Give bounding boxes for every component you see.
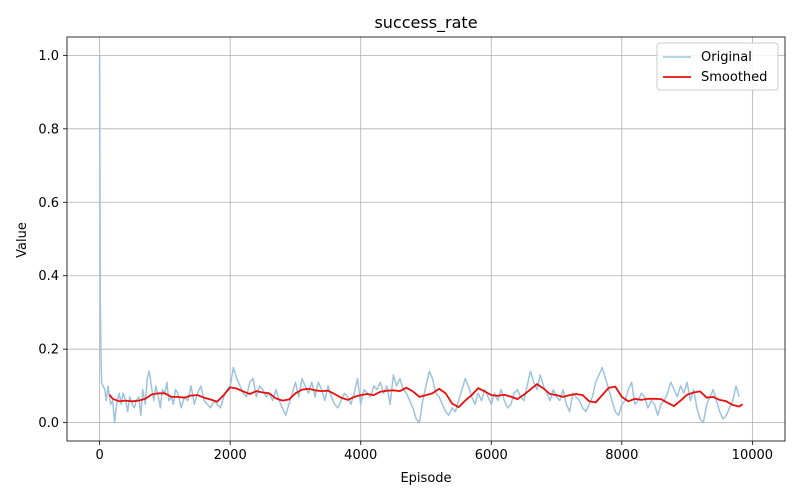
y-tick-label: 0.4 [38,269,59,284]
grid [67,37,785,441]
x-tick-label: 10000 [732,448,773,463]
y-tick-label: 0.6 [38,196,59,211]
y-tick-label: 0.0 [38,416,59,431]
y-tick-label: 1.0 [38,49,59,64]
legend-smoothed-label: Smoothed [701,70,767,85]
y-axis-title: Value [15,222,30,258]
legend-original-label: Original [701,50,752,65]
x-tick-label: 8000 [605,448,638,463]
x-tick-label: 2000 [214,448,247,463]
x-tick-label: 0 [95,448,103,463]
x-tick-label: 4000 [344,448,377,463]
legend-box [656,42,779,91]
series-layer [98,55,744,424]
chart-title: success_rate [374,13,477,33]
tick-layer: 0 2000 4000 6000 8000 10000 0.0 0.2 0.4 0.6 0.8 1.0 [38,49,773,463]
plot-frame [66,36,786,442]
legend: Original Smoothed [656,42,779,91]
original-series-line [98,55,741,424]
y-tick-label: 0.8 [38,122,59,137]
x-tick-label: 6000 [475,448,508,463]
y-tick-label: 0.2 [38,343,59,358]
smoothed-series-line [108,383,744,409]
x-axis-title: Episode [400,471,451,486]
